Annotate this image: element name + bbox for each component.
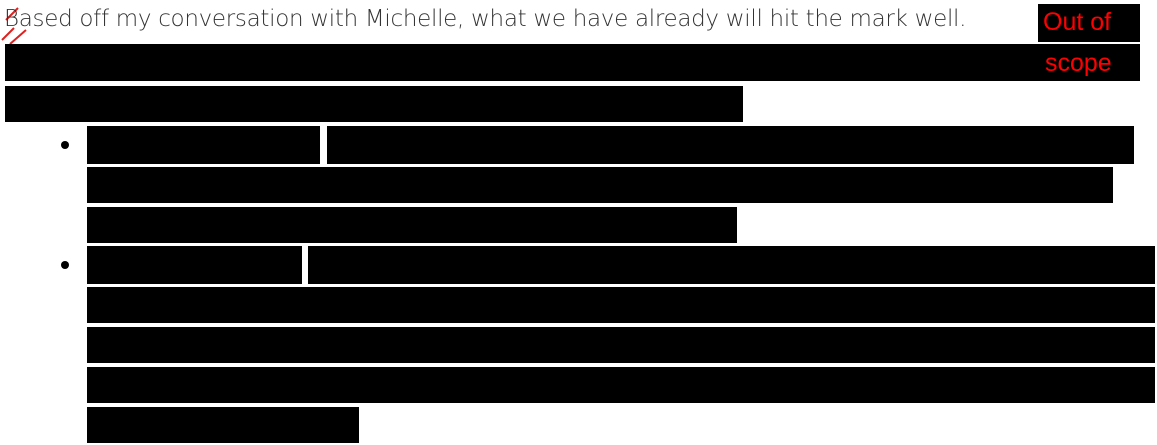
redaction: [5, 44, 1140, 81]
redaction: [87, 126, 320, 164]
bullet: [61, 141, 69, 149]
redaction: [308, 246, 1155, 284]
redaction-label: scope: [1045, 49, 1112, 77]
redaction: [87, 167, 1113, 203]
redaction: [1038, 4, 1140, 42]
redaction: [87, 246, 302, 284]
redaction: [87, 287, 1155, 323]
redaction: [5, 86, 743, 122]
release-stamp: [1, 7, 27, 45]
redaction: [87, 327, 1155, 363]
bullet: [61, 261, 69, 269]
redaction: [87, 407, 359, 443]
redaction: [87, 367, 1155, 403]
paragraph-text: Based off my conversation with Michelle,…: [4, 6, 967, 32]
redaction-label: Out of: [1043, 8, 1112, 36]
redaction: [327, 126, 1134, 164]
redaction: [87, 207, 737, 243]
